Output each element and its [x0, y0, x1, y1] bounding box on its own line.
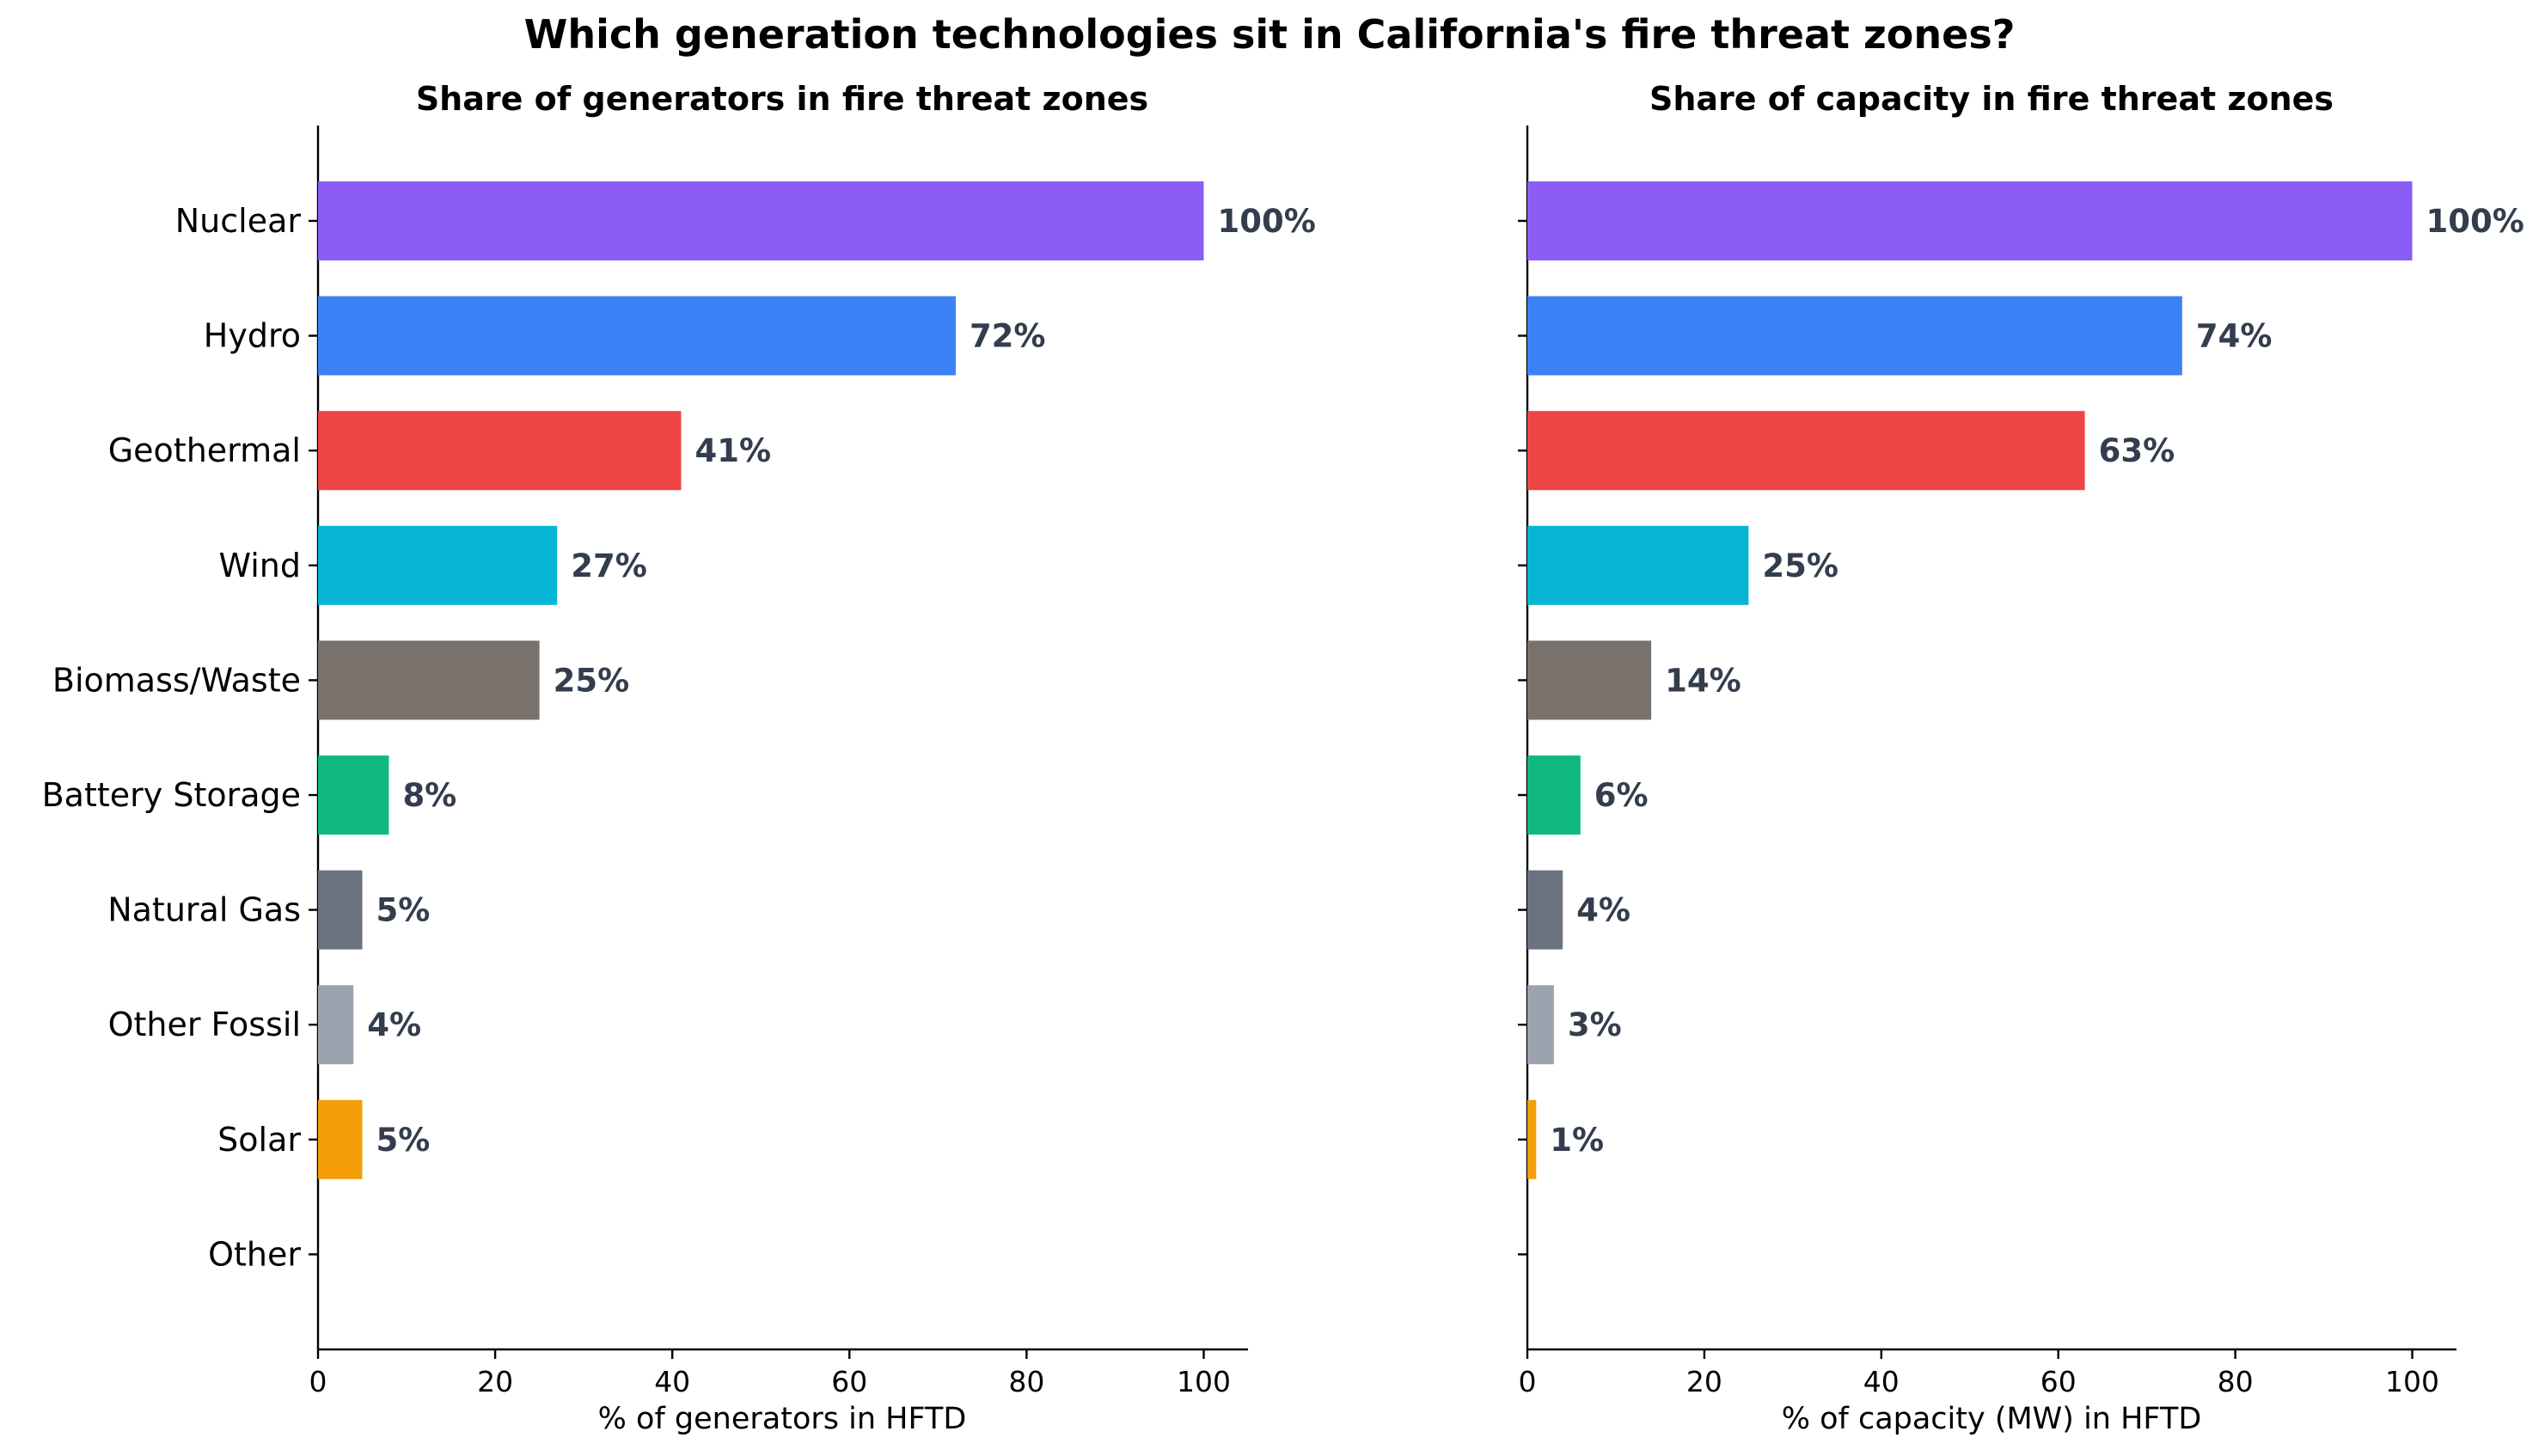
bar-generators-natural-gas: [318, 870, 363, 950]
bar-capacity-hydro: [1527, 296, 2182, 376]
value-label-capacity-natural-gas: 4%: [1576, 892, 1630, 929]
bar-capacity-other-fossil: [1527, 985, 1554, 1065]
bar-capacity-nuclear: [1527, 181, 2413, 260]
bar-generators-geothermal: [318, 411, 682, 491]
category-label-other: Other: [208, 1235, 301, 1273]
value-label-generators-solar: 5%: [376, 1122, 431, 1159]
value-label-generators-wind: 27%: [571, 548, 647, 584]
value-label-capacity-wind: 25%: [1762, 548, 1838, 584]
x-tick-label-capacity: 40: [1863, 1365, 1900, 1398]
panel-title-generators: Share of generators in fire threat zones: [416, 80, 1148, 118]
category-label-biomass-waste: Biomass/Waste: [52, 661, 301, 699]
x-tick-label-generators: 0: [309, 1365, 327, 1398]
bar-capacity-natural-gas: [1527, 870, 1563, 950]
x-tick-label-capacity: 0: [1519, 1365, 1537, 1398]
x-tick-label-generators: 100: [1177, 1365, 1231, 1398]
x-tick-label-capacity: 100: [2385, 1365, 2439, 1398]
bar-capacity-geothermal: [1527, 411, 2085, 491]
value-label-generators-battery-storage: 8%: [402, 777, 456, 814]
category-label-battery-storage: Battery Storage: [42, 776, 301, 814]
x-axis-label-generators: % of generators in HFTD: [598, 1402, 967, 1436]
x-tick-label-generators: 80: [1008, 1365, 1044, 1398]
x-tick-label-capacity: 20: [1686, 1365, 1722, 1398]
x-tick-label-generators: 20: [477, 1365, 513, 1398]
x-axis-label-capacity: % of capacity (MW) in HFTD: [1782, 1402, 2202, 1436]
x-tick-label-capacity: 60: [2040, 1365, 2077, 1398]
bar-capacity-battery-storage: [1527, 756, 1581, 835]
value-label-generators-geothermal: 41%: [694, 432, 771, 469]
category-label-nuclear: Nuclear: [175, 202, 302, 240]
value-label-capacity-other-fossil: 3%: [1568, 1006, 1622, 1043]
bar-generators-biomass-waste: [318, 640, 540, 720]
bar-generators-solar: [318, 1099, 363, 1179]
bar-generators-hydro: [318, 296, 956, 376]
x-tick-label-capacity: 80: [2218, 1365, 2254, 1398]
value-label-capacity-hydro: 74%: [2196, 318, 2273, 355]
category-label-wind: Wind: [218, 547, 301, 584]
x-tick-label-generators: 40: [654, 1365, 690, 1398]
bar-generators-battery-storage: [318, 756, 389, 835]
value-label-generators-hydro: 72%: [970, 318, 1046, 355]
category-label-geothermal: Geothermal: [108, 431, 301, 469]
value-label-capacity-biomass-waste: 14%: [1665, 662, 1741, 699]
bar-generators-nuclear: [318, 181, 1204, 260]
panel-title-capacity: Share of capacity in fire threat zones: [1649, 80, 2334, 118]
bar-capacity-wind: [1527, 525, 1749, 605]
value-label-generators-natural-gas: 5%: [376, 892, 431, 929]
bar-generators-wind: [318, 525, 558, 605]
category-label-natural-gas: Natural Gas: [107, 891, 301, 929]
bars-capacity: 0 20 40 60 80 100 100% 74% 63% 25% 14% 6% 4% 3% 1%: [1518, 125, 2524, 1398]
figure-title: Which generation technologies sit in Cal…: [524, 11, 2016, 58]
panel-generators: Share of generators in fire threat zones…: [42, 80, 1316, 1436]
bars-generators: 0 20 40 60 80 100 Nuclear 100% Hydro 72% Geotherma…: [42, 125, 1316, 1398]
value-label-capacity-battery-storage: 6%: [1594, 777, 1649, 814]
value-label-generators-other-fossil: 4%: [367, 1006, 421, 1043]
value-label-capacity-nuclear: 100%: [2426, 203, 2524, 240]
x-tick-label-generators: 60: [831, 1365, 867, 1398]
value-label-generators-nuclear: 100%: [1217, 203, 1315, 240]
bar-generators-other-fossil: [318, 985, 354, 1065]
value-label-capacity-solar: 1%: [1550, 1122, 1604, 1159]
category-label-solar: Solar: [217, 1121, 301, 1159]
bar-capacity-biomass-waste: [1527, 640, 1652, 720]
bar-capacity-solar: [1527, 1099, 1537, 1179]
category-label-hydro: Hydro: [204, 317, 301, 355]
category-label-other-fossil: Other Fossil: [108, 1006, 301, 1043]
value-label-generators-biomass-waste: 25%: [554, 662, 630, 699]
value-label-capacity-geothermal: 63%: [2099, 432, 2175, 469]
panel-capacity: Share of capacity in fire threat zones %…: [1518, 80, 2524, 1436]
